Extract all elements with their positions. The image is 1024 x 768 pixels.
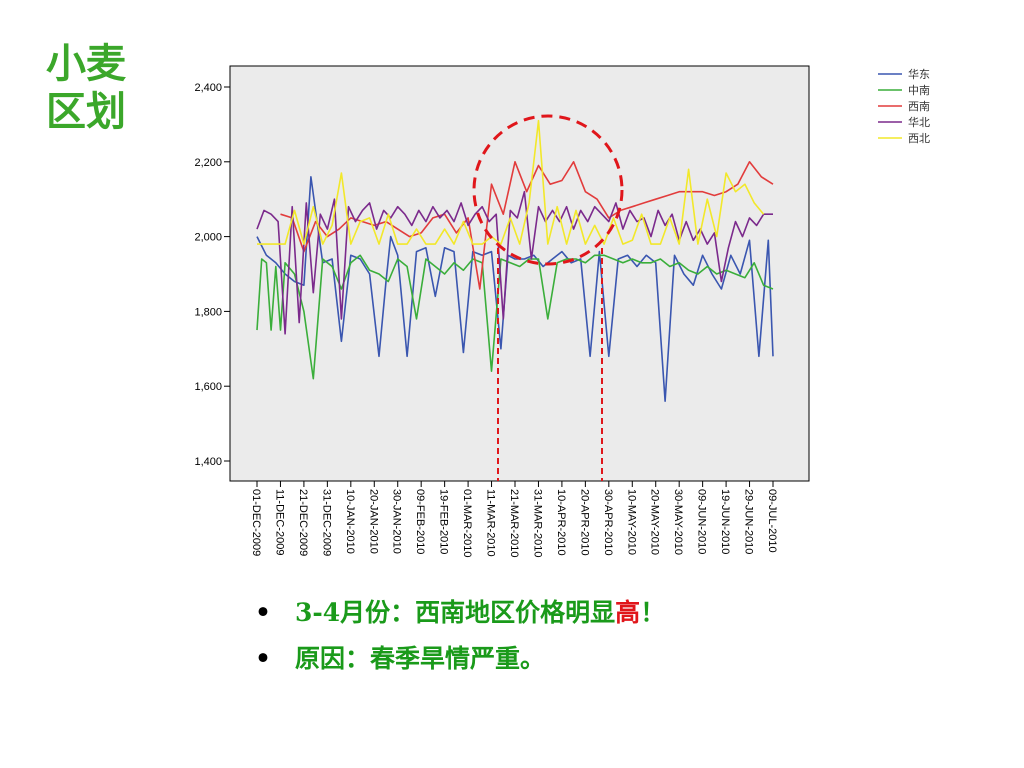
x-tick-label: 31-MAR-2010: [531, 489, 543, 557]
bullet-text: 3-4月份：西南地区价格明显: [295, 598, 616, 627]
x-tick-label: 20-MAY-2010: [649, 489, 661, 555]
x-tick-label: 10-JAN-2010: [344, 489, 356, 554]
title-line-2: 区划: [46, 89, 126, 135]
x-tick-label: 09-JUN-2010: [696, 489, 708, 554]
series-line: [257, 119, 765, 245]
legend-label: 西北: [908, 132, 930, 145]
highlight-circle: [472, 114, 624, 266]
y-tick-label: 2,400: [194, 82, 222, 94]
x-tick-label: 11-MAR-2010: [485, 489, 497, 557]
x-tick-label: 01-MAR-2010: [461, 489, 473, 557]
y-tick-label: 2,000: [194, 232, 222, 244]
y-tick-label: 1,600: [194, 381, 222, 393]
y-axis: 1,400 1,600 1,800 2,000 2,200 2,400: [194, 82, 230, 468]
title-line-1: 小麦: [46, 41, 126, 87]
bullet-dot: •: [255, 644, 271, 673]
legend-label: 华北: [908, 115, 930, 129]
x-tick-label: 29-JUN-2010: [743, 489, 755, 554]
x-axis: 01-DEC-2009 11-DEC-2009 21-DEC-2009 31-DEC-…: [250, 481, 778, 557]
x-tick-label: 21-DEC-2009: [297, 489, 309, 556]
bullet-item: • 原因：春季旱情严重。: [255, 636, 665, 682]
plot-background: [229, 65, 810, 482]
legend-label: 华东: [908, 67, 930, 81]
x-tick-label: 10-APR-2010: [555, 489, 567, 556]
series-line: [256, 176, 774, 403]
x-tick-label: 30-MAY-2010: [672, 489, 684, 555]
bullet-suffix: ！: [640, 598, 666, 627]
line-chart: 1,400 1,600 1,800 2,000 2,200 2,400 01-DEC-20…: [194, 65, 930, 557]
x-tick-label: 09-FEB-2010: [414, 489, 426, 554]
bullet-item: • 3-4月份：西南地区价格明显高！: [255, 590, 665, 636]
x-tick-label: 01-DEC-2009: [250, 489, 262, 556]
x-tick-label: 11-DEC-2009: [273, 489, 285, 555]
y-tick-label: 2,200: [194, 157, 222, 169]
x-tick-label: 30-JAN-2010: [391, 489, 403, 554]
x-tick-label: 31-DEC-2009: [320, 489, 332, 556]
y-tick-label: 1,400: [194, 456, 222, 468]
bullet-list: • 3-4月份：西南地区价格明显高！ • 原因：春季旱情严重。: [255, 590, 665, 682]
x-tick-label: 20-JAN-2010: [367, 489, 379, 554]
bullet-text: 原因：春季旱情严重。: [295, 644, 546, 673]
series-layer: [256, 119, 774, 403]
x-tick-label: 30-APR-2010: [602, 489, 614, 556]
x-tick-label: 19-FEB-2010: [438, 489, 450, 554]
x-tick-label: 09-JUL-2010: [766, 489, 778, 553]
y-tick-label: 1,800: [194, 306, 222, 318]
slide-title: 小麦 区划: [46, 40, 156, 136]
legend-label: 西南: [908, 100, 930, 113]
x-tick-label: 20-APR-2010: [578, 489, 590, 556]
legend-label: 中南: [908, 84, 930, 97]
bullet-highlight: 高: [615, 598, 641, 627]
x-tick-label: 21-MAR-2010: [508, 489, 520, 557]
series-line: [256, 254, 774, 380]
x-tick-label: 19-JUN-2010: [719, 489, 731, 554]
bullet-dot: •: [255, 598, 271, 627]
x-tick-label: 10-MAY-2010: [625, 489, 637, 555]
series-line: [256, 190, 773, 335]
annotation: [472, 114, 624, 481]
